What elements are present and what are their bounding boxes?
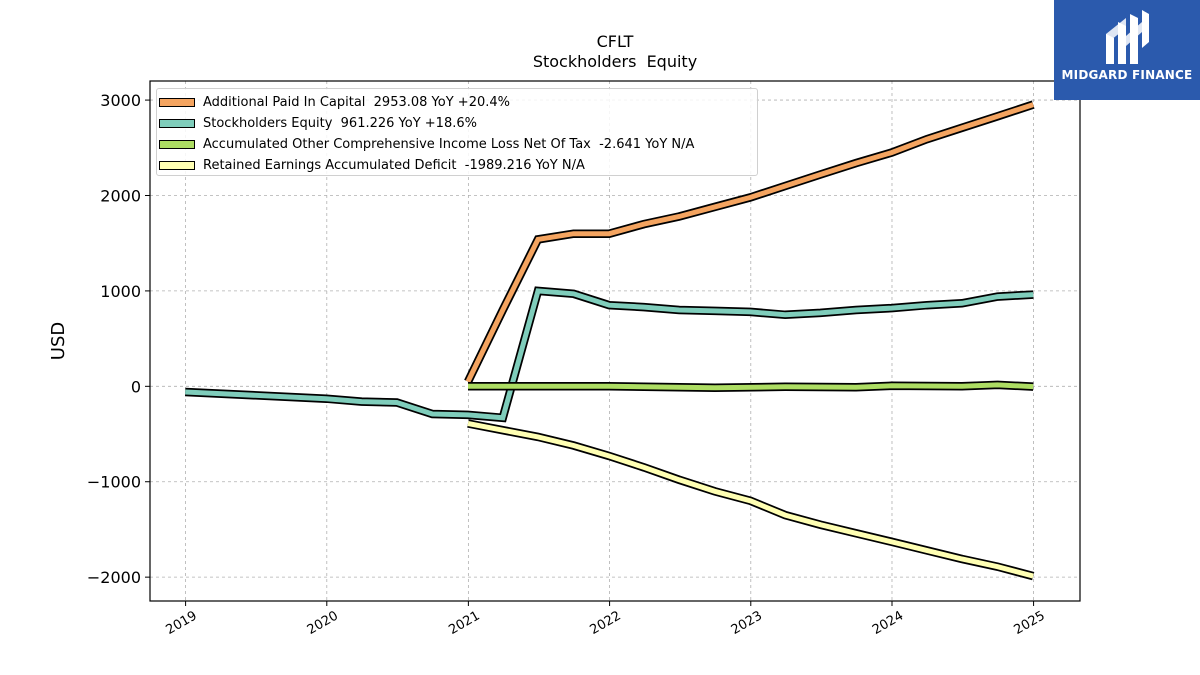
series-lines xyxy=(184,100,1035,581)
midgard-logo-mark-icon xyxy=(1106,10,1149,64)
brand-logo: MIDGARD FINANCE xyxy=(1054,0,1200,100)
y-tick-label: 3000 xyxy=(100,91,141,110)
series-line xyxy=(185,288,1034,421)
y-tick-label: 1000 xyxy=(100,282,141,301)
legend-swatch xyxy=(159,161,195,170)
series-line xyxy=(467,421,1034,579)
plot-frame xyxy=(149,80,1081,602)
chart-title: CFLT xyxy=(596,32,634,51)
chart-subtitle: Stockholders Equity xyxy=(532,52,698,71)
y-tick-label: 2000 xyxy=(100,186,141,205)
legend-swatch xyxy=(159,140,195,149)
legend-item: Retained Earnings Accumulated Deficit -1… xyxy=(157,155,757,176)
x-tick-label: 2025 xyxy=(1012,608,1048,638)
y-tick-label: −2000 xyxy=(87,568,141,587)
series-3 xyxy=(468,380,1034,393)
legend-swatch xyxy=(159,119,195,128)
y-tick-label: −1000 xyxy=(87,473,141,492)
logo-text: MIDGARD FINANCE xyxy=(1061,68,1193,82)
y-tick-label: 0 xyxy=(131,377,141,396)
x-tick-label: 2023 xyxy=(729,608,765,638)
legend-label: Accumulated Other Comprehensive Income L… xyxy=(203,137,695,152)
legend-swatch xyxy=(159,98,195,107)
x-tick-label: 2022 xyxy=(588,608,624,638)
x-tick-label: 2024 xyxy=(870,608,906,638)
series-2 xyxy=(184,286,1034,423)
series-line xyxy=(465,102,1034,383)
legend-item: Additional Paid In Capital 2953.08 YoY +… xyxy=(157,92,757,113)
legend-item: Accumulated Other Comprehensive Income L… xyxy=(157,134,757,155)
series-1 xyxy=(464,100,1035,384)
y-axis-label: USD xyxy=(48,322,69,360)
legend-label: Additional Paid In Capital 2953.08 YoY +… xyxy=(203,95,510,110)
series-line xyxy=(468,382,1034,391)
legend-item: Stockholders Equity 961.226 YoY +18.6% xyxy=(157,113,757,134)
x-tick-label: 2021 xyxy=(446,608,482,638)
x-tick-label: 2020 xyxy=(305,608,341,638)
series-4 xyxy=(467,419,1035,581)
legend-label: Stockholders Equity 961.226 YoY +18.6% xyxy=(203,116,477,131)
legend-label: Retained Earnings Accumulated Deficit -1… xyxy=(203,158,585,173)
legend: Additional Paid In Capital 2953.08 YoY +… xyxy=(156,88,758,176)
x-tick-label: 2019 xyxy=(164,608,200,638)
